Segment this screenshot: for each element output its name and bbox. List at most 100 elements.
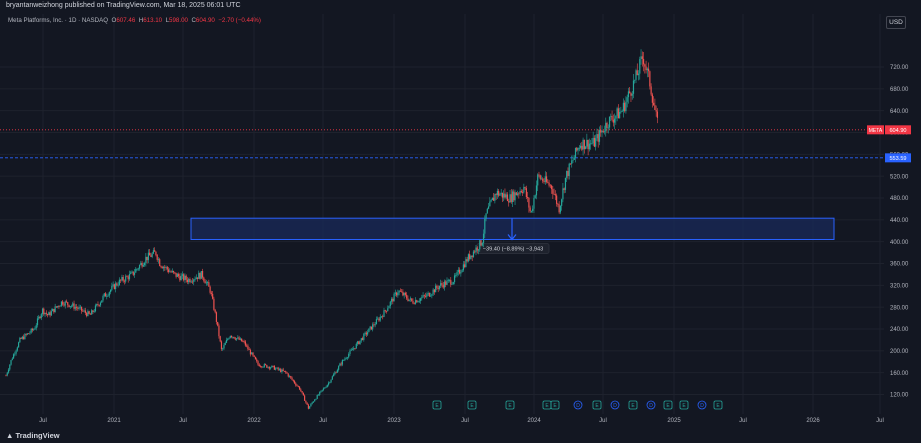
candle-body	[295, 383, 297, 386]
event-marker-earnings[interactable]	[432, 400, 442, 410]
candle-body	[509, 194, 511, 203]
x-tick-label: Jul	[739, 418, 747, 424]
y-tick-label: 720.00	[890, 65, 909, 71]
candle-body	[84, 310, 86, 313]
candle-body	[151, 253, 153, 257]
candle-body	[423, 295, 425, 297]
candle-body	[588, 143, 590, 150]
candle-body	[626, 97, 628, 102]
event-marker-earnings[interactable]	[628, 400, 638, 410]
candle-body	[327, 382, 330, 385]
candle-body	[421, 297, 423, 299]
candle-body	[606, 122, 608, 128]
candle-body	[545, 176, 548, 182]
y-tick-label: 640.00	[890, 109, 909, 115]
candle-body	[326, 384, 328, 388]
candle-body	[644, 64, 646, 67]
candle-body	[149, 252, 151, 256]
candle-body	[646, 68, 648, 71]
candle-body	[135, 269, 137, 273]
candle-body	[184, 275, 186, 281]
y-tick-label: 400.00	[890, 240, 909, 246]
candle-body	[78, 307, 80, 309]
event-marker-dividend[interactable]	[697, 400, 707, 410]
candle-body	[378, 318, 380, 321]
candle-body	[87, 311, 89, 317]
candle-body	[138, 265, 141, 269]
event-marker-earnings[interactable]	[592, 400, 602, 410]
event-marker-label: E	[545, 403, 549, 409]
candle-body	[632, 80, 635, 94]
candle-body	[470, 255, 472, 259]
candle-body	[161, 267, 163, 269]
event-marker-label: E	[666, 403, 670, 409]
event-marker-earnings[interactable]	[505, 400, 515, 410]
candle-body	[354, 348, 356, 349]
candle-body	[629, 91, 631, 93]
publisher-text: bryantanweizhong published on TradingVie…	[6, 2, 241, 9]
currency-button[interactable]: USD	[886, 16, 906, 29]
candle-body	[217, 321, 219, 326]
y-tick-label: 360.00	[890, 262, 909, 268]
candle-body	[525, 188, 527, 198]
event-marker-earnings[interactable]	[550, 400, 560, 410]
candle-body	[372, 324, 374, 330]
event-marker-earnings[interactable]	[663, 400, 673, 410]
candle-body	[314, 399, 316, 402]
event-marker-dividend[interactable]	[610, 400, 620, 410]
candle-body	[171, 271, 173, 273]
level-tag-bg	[885, 153, 911, 163]
candle-body	[103, 293, 105, 297]
candle-body	[324, 387, 326, 389]
high-value: 613.10	[143, 17, 163, 24]
event-marker-earnings[interactable]	[679, 400, 689, 410]
candle-body	[48, 312, 50, 316]
candle-body	[613, 118, 616, 123]
candle-body	[36, 318, 39, 326]
candle-body	[516, 193, 519, 196]
candle-body	[189, 278, 191, 283]
candle-body	[26, 333, 29, 335]
candle-body	[453, 275, 456, 283]
candle-body	[291, 377, 293, 380]
candle-body	[159, 259, 161, 267]
candle-body	[573, 157, 575, 160]
event-marker-dividend[interactable]	[646, 400, 656, 410]
candle-body	[137, 268, 139, 270]
x-tick-label: Jul	[876, 418, 884, 424]
candle-body	[651, 94, 653, 103]
candle-body	[503, 193, 505, 198]
candle-body	[147, 252, 149, 261]
candle-body	[578, 147, 580, 149]
price-axis[interactable]	[884, 14, 921, 429]
candle-body	[640, 56, 642, 60]
candle-body	[355, 343, 357, 349]
candle-body	[112, 284, 114, 286]
candle-body	[156, 255, 158, 260]
x-tick-label: 2023	[387, 418, 401, 424]
chart-area[interactable]: 120.00 160.00 200.00 240.00 280.00 320.00 360.…	[0, 14, 921, 429]
candle-body	[620, 111, 622, 113]
candle-body	[63, 304, 65, 306]
candle-body	[237, 337, 239, 339]
price-tag-symbol: META	[869, 128, 883, 134]
event-marker-dividend[interactable]	[573, 400, 583, 410]
price-chart[interactable]: 120.00 160.00 200.00 240.00 280.00 320.00 360.…	[0, 14, 921, 429]
candle-body	[408, 299, 410, 301]
event-marker-earnings[interactable]	[713, 400, 723, 410]
candle-body	[535, 185, 538, 196]
candle-body	[596, 134, 598, 139]
candle-body	[12, 354, 15, 359]
candle-body	[411, 298, 413, 301]
candle-body	[10, 360, 12, 365]
candle-body	[557, 203, 559, 205]
candle-body	[144, 262, 146, 266]
candle-body	[392, 298, 394, 302]
candle-body	[510, 194, 512, 203]
event-marker-earnings[interactable]	[467, 400, 477, 410]
candle-body	[277, 367, 279, 370]
candle-body	[24, 334, 26, 340]
candle-body	[228, 338, 230, 339]
candle-body	[276, 367, 278, 369]
x-tick-label: 2022	[247, 418, 261, 424]
